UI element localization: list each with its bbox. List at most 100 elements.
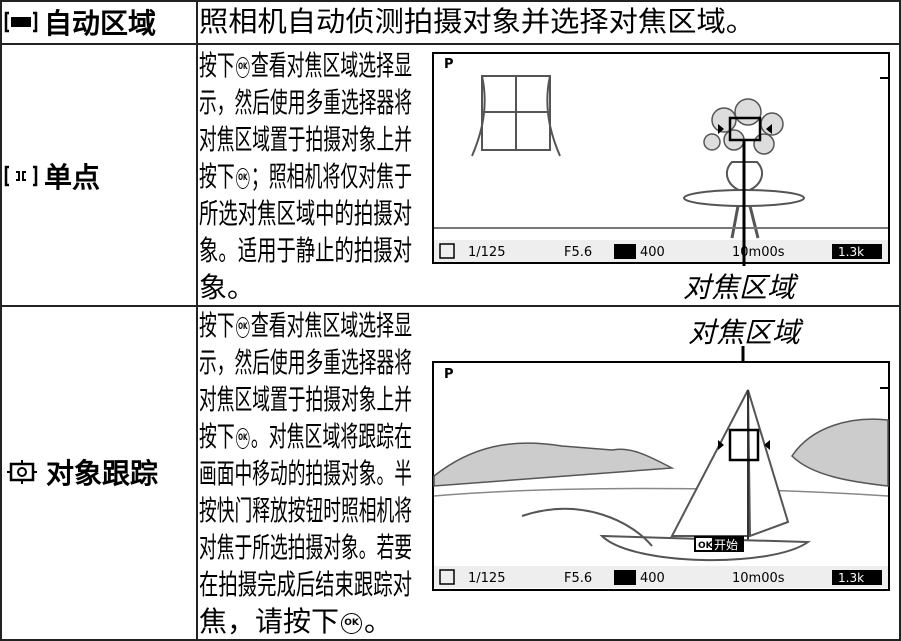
single-point-icon	[4, 165, 38, 187]
start-label: 开始	[714, 538, 738, 552]
line-text: 按下 OK ；照相机将仅对焦于	[199, 158, 412, 195]
description-line: 在拍摄完成后结束跟踪对	[199, 566, 535, 603]
description-line: 对焦区域置于拍摄对象上并	[199, 121, 535, 158]
remaining-time: 10m00s	[732, 571, 785, 586]
text-segment: 所选对焦区域中的拍摄对	[199, 197, 412, 230]
ok-button-icon: OK	[236, 167, 250, 189]
description-line: 所选对焦区域中的拍摄对	[199, 195, 535, 232]
description-line: 按下 OK 查看对焦区域选择显	[199, 307, 535, 344]
mode-cell: 对象跟踪	[4, 452, 158, 492]
description-line: 按下 OK ；照相机将仅对焦于	[199, 158, 535, 195]
line-text: 对焦区域置于拍摄对象上并	[199, 121, 412, 158]
line-text: 焦，请按下 OK。	[199, 603, 392, 640]
text-segment: 对焦区域置于拍摄对象上并	[199, 123, 412, 156]
line-text: 所选对焦区域中的拍摄对	[199, 195, 412, 232]
text-segment: 查看对焦区域选择显	[250, 49, 412, 82]
description-line: 按下 OK 。对焦区域将跟踪在	[199, 418, 535, 455]
ok-button-icon: OK	[236, 56, 250, 78]
line-text: 象。适用于静止的拍摄对	[199, 232, 412, 269]
border	[0, 43, 901, 45]
description: 按下 OK 查看对焦区域选择显 示，然后使用多重选择器将 对焦区域置于拍摄对象上并 按下 O…	[199, 47, 535, 306]
subject-tracking-icon	[7, 460, 37, 484]
text-segment: 示，然后使用多重选择器将	[199, 86, 412, 119]
border	[0, 305, 901, 307]
image-size: 1.3k	[838, 245, 864, 259]
border	[196, 0, 198, 641]
description: 照相机自动侦测拍摄对象并选择对焦区域。	[199, 3, 755, 40]
mode-name: 单点	[44, 161, 101, 194]
text-segment: 按下	[199, 309, 235, 342]
text-segment: 焦，请按下	[199, 605, 340, 638]
line-text: 对焦区域置于拍摄对象上并	[199, 381, 412, 418]
aperture: F5.6	[564, 245, 592, 260]
line-text: 示，然后使用多重选择器将	[199, 84, 412, 121]
border	[0, 0, 901, 2]
text-segment: 象。适用于静止的拍摄对	[199, 234, 412, 267]
shutter-speed: 1/125	[468, 245, 505, 260]
text-segment: 。对焦区域将跟踪在	[250, 420, 412, 453]
image-size: 1.3k	[838, 571, 864, 585]
description-line: 画面中移动的拍摄对象。半	[199, 455, 535, 492]
text-segment: 。	[364, 605, 393, 638]
figure-caption: 对焦区域	[683, 271, 796, 304]
line-text: 在拍摄完成后结束跟踪对	[199, 566, 412, 603]
text-segment: 对焦区域置于拍摄对象上并	[199, 383, 412, 416]
description-line: 焦，请按下 OK。	[199, 603, 535, 640]
line-text: 按下 OK 。对焦区域将跟踪在	[199, 418, 412, 455]
border	[0, 0, 2, 641]
description-line: 示，然后使用多重选择器将	[199, 344, 535, 381]
viewfinder-figure: P OK 开始 1/125 F5.6 400 10m00s 1.3k	[432, 346, 890, 591]
mode-name: 对象跟踪	[46, 457, 159, 490]
description-line: 象。	[199, 269, 535, 306]
shutter-speed: 1/125	[468, 571, 505, 586]
aperture: F5.6	[564, 571, 592, 586]
text-segment: 按快门释放按钮时照相机将	[199, 494, 412, 527]
border	[899, 0, 901, 641]
line-text: 照相机自动侦测拍摄对象并选择对焦区域。	[199, 3, 755, 40]
ok-button-icon: OK	[236, 427, 250, 449]
ok-button-icon: OK	[341, 612, 363, 634]
viewfinder-figure: P 1/125 F5.6 400 10m00s 1.3k	[432, 52, 890, 266]
text-segment: 照相机自动侦测拍摄对象并选择对焦区域。	[199, 5, 755, 38]
mode-cell: 自动区域	[4, 4, 156, 40]
line-text: 示，然后使用多重选择器将	[199, 344, 412, 381]
iso: 400	[640, 245, 665, 260]
text-segment: 画面中移动的拍摄对象。半	[199, 457, 412, 490]
mode-name: 自动区域	[44, 7, 157, 40]
text-segment: 按下	[199, 49, 235, 82]
description: 按下 OK 查看对焦区域选择显 示，然后使用多重选择器将 对焦区域置于拍摄对象上并 按下 O…	[199, 307, 535, 640]
auto-area-icon	[4, 11, 38, 33]
description-line: 示，然后使用多重选择器将	[199, 84, 535, 121]
line-text: 按快门释放按钮时照相机将	[199, 492, 412, 529]
line-text: 按下 OK 查看对焦区域选择显	[199, 307, 412, 344]
description-line: 象。适用于静止的拍摄对	[199, 232, 535, 269]
ok-start-badge: OK 开始	[696, 538, 738, 552]
text-segment: 象。	[199, 271, 256, 304]
text-segment: 按下	[199, 160, 235, 193]
ok-button-icon: OK	[236, 316, 250, 338]
remaining-time: 10m00s	[732, 245, 785, 260]
description-line: 对焦于所选拍摄对象。若要	[199, 529, 535, 566]
ok-label: OK	[698, 541, 714, 551]
text-segment: 按下	[199, 420, 235, 453]
shooting-mode: P	[444, 367, 454, 382]
text-segment: 对焦于所选拍摄对象。若要	[199, 531, 412, 564]
description-line: 按下 OK 查看对焦区域选择显	[199, 47, 535, 84]
description-line: 按快门释放按钮时照相机将	[199, 492, 535, 529]
text-segment: ；照相机将仅对焦于	[250, 160, 412, 193]
line-text: 象。	[199, 269, 255, 306]
line-text: 画面中移动的拍摄对象。半	[199, 455, 412, 492]
line-text: 按下 OK 查看对焦区域选择显	[199, 47, 412, 84]
iso: 400	[640, 571, 665, 586]
description-line: 照相机自动侦测拍摄对象并选择对焦区域。	[199, 3, 755, 40]
mode-cell: 单点	[4, 156, 100, 196]
border	[0, 639, 901, 641]
text-segment: 在拍摄完成后结束跟踪对	[199, 568, 412, 601]
shooting-mode: P	[444, 57, 454, 72]
text-segment: 示，然后使用多重选择器将	[199, 346, 412, 379]
description-line: 对焦区域置于拍摄对象上并	[199, 381, 535, 418]
text-segment: 查看对焦区域选择显	[250, 309, 412, 342]
figure-caption: 对焦区域	[688, 316, 801, 349]
line-text: 对焦于所选拍摄对象。若要	[199, 529, 412, 566]
